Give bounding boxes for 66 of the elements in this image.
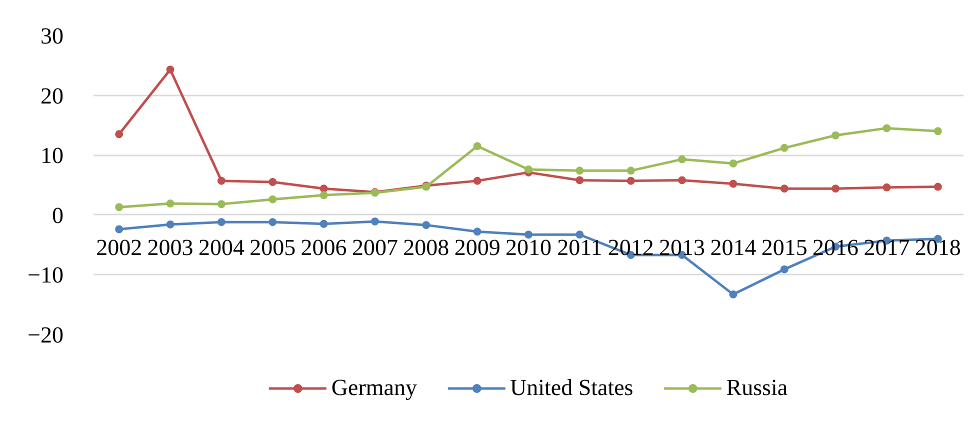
point xyxy=(473,142,482,150)
point xyxy=(473,176,482,185)
x-tick-label: 2012 xyxy=(608,234,654,260)
point xyxy=(576,176,584,184)
y-tick-label: 30 xyxy=(40,24,64,48)
y-tick-label: 20 xyxy=(40,83,64,108)
x-tick-label: 2007 xyxy=(352,234,398,260)
point xyxy=(268,218,277,226)
x-tick-label: 2008 xyxy=(403,234,450,260)
x-tick-label: 2017 xyxy=(864,234,910,260)
point xyxy=(678,176,686,184)
legend-label: Germany xyxy=(331,374,417,400)
point xyxy=(832,131,840,140)
point xyxy=(934,127,942,136)
point xyxy=(320,191,328,200)
point xyxy=(576,166,584,175)
point xyxy=(320,220,328,228)
point xyxy=(268,195,277,204)
point xyxy=(115,203,124,212)
point xyxy=(780,184,788,193)
point xyxy=(524,165,532,174)
point xyxy=(217,176,226,185)
legend-label: Russia xyxy=(726,374,788,400)
point xyxy=(882,183,891,192)
y-tick-label: 0 xyxy=(52,202,64,228)
point xyxy=(576,230,584,239)
x-tick-label: 2003 xyxy=(147,234,194,260)
point xyxy=(217,218,226,226)
x-tick-label: 2006 xyxy=(300,234,347,260)
point xyxy=(217,200,226,208)
x-tick-label: 2002 xyxy=(96,234,142,260)
point xyxy=(832,184,840,193)
point xyxy=(524,230,532,239)
x-tick-label: 2011 xyxy=(557,234,602,260)
x-tick-label: 2018 xyxy=(914,234,961,260)
point xyxy=(626,166,635,175)
x-tick-label: 2010 xyxy=(506,234,552,260)
point xyxy=(780,265,788,274)
x-tick-label: 2009 xyxy=(454,234,500,260)
x-tick-label: 2015 xyxy=(761,234,808,260)
y-tick-label: −10 xyxy=(28,262,64,288)
point xyxy=(166,66,174,74)
legend-label: United States xyxy=(510,374,634,400)
point xyxy=(729,290,738,298)
point xyxy=(626,176,635,185)
point xyxy=(729,159,738,168)
y-tick-label: 10 xyxy=(40,143,64,168)
point xyxy=(780,144,788,152)
point xyxy=(422,221,430,230)
y-tick-label: −20 xyxy=(28,322,64,348)
x-tick-label: 2005 xyxy=(250,234,296,260)
x-tick-label: 2013 xyxy=(659,234,706,260)
point xyxy=(115,130,124,138)
point xyxy=(934,182,942,191)
point xyxy=(115,225,124,234)
point xyxy=(370,217,379,226)
point xyxy=(678,155,686,164)
point xyxy=(729,180,738,188)
point xyxy=(882,124,891,132)
point xyxy=(473,228,482,236)
point xyxy=(166,200,174,208)
point xyxy=(320,184,328,193)
x-tick-label: 2004 xyxy=(198,234,245,260)
point xyxy=(268,178,277,186)
point xyxy=(166,220,174,228)
x-tick-label: 2014 xyxy=(710,234,757,260)
